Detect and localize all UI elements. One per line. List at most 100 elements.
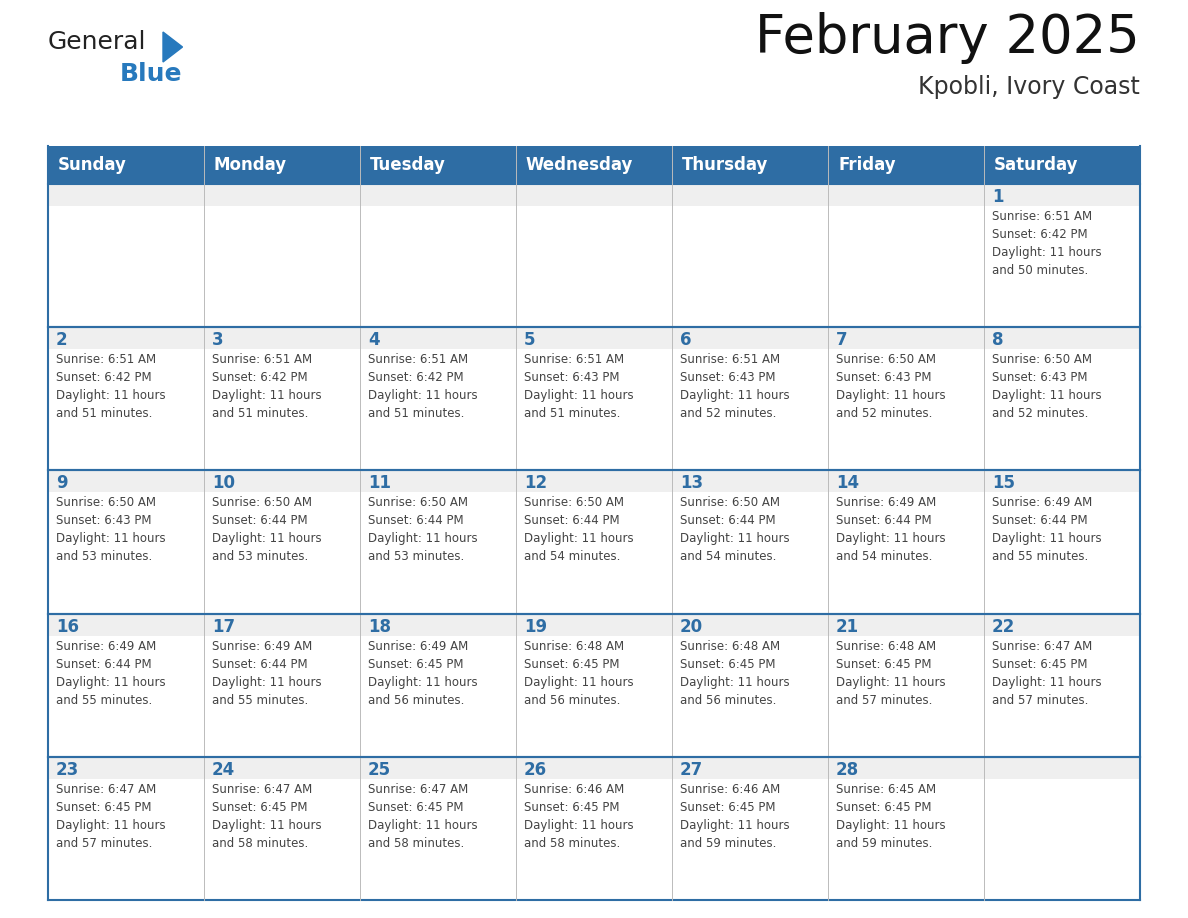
Bar bbox=[48, 613, 204, 756]
Text: Friday: Friday bbox=[838, 156, 896, 174]
Bar bbox=[984, 470, 1140, 613]
Bar bbox=[360, 327, 516, 349]
Text: 4: 4 bbox=[368, 331, 380, 349]
Text: Sunrise: 6:49 AM
Sunset: 6:44 PM
Daylight: 11 hours
and 55 minutes.: Sunrise: 6:49 AM Sunset: 6:44 PM Dayligh… bbox=[992, 497, 1101, 564]
Bar bbox=[360, 184, 516, 206]
Text: 28: 28 bbox=[836, 761, 859, 778]
Text: Sunrise: 6:50 AM
Sunset: 6:44 PM
Daylight: 11 hours
and 53 minutes.: Sunrise: 6:50 AM Sunset: 6:44 PM Dayligh… bbox=[211, 497, 322, 564]
Bar bbox=[48, 146, 1140, 184]
Bar bbox=[828, 327, 984, 349]
Bar bbox=[360, 327, 516, 470]
Text: Sunrise: 6:46 AM
Sunset: 6:45 PM
Daylight: 11 hours
and 58 minutes.: Sunrise: 6:46 AM Sunset: 6:45 PM Dayligh… bbox=[524, 783, 633, 850]
Text: 27: 27 bbox=[680, 761, 703, 778]
Bar bbox=[48, 327, 204, 470]
Text: Sunrise: 6:51 AM
Sunset: 6:42 PM
Daylight: 11 hours
and 50 minutes.: Sunrise: 6:51 AM Sunset: 6:42 PM Dayligh… bbox=[992, 210, 1101, 277]
Text: 1: 1 bbox=[992, 188, 1004, 206]
Text: Sunrise: 6:46 AM
Sunset: 6:45 PM
Daylight: 11 hours
and 59 minutes.: Sunrise: 6:46 AM Sunset: 6:45 PM Dayligh… bbox=[680, 783, 790, 850]
Bar bbox=[984, 613, 1140, 635]
Bar bbox=[516, 756, 672, 778]
Bar bbox=[672, 470, 828, 492]
Text: Sunrise: 6:48 AM
Sunset: 6:45 PM
Daylight: 11 hours
and 57 minutes.: Sunrise: 6:48 AM Sunset: 6:45 PM Dayligh… bbox=[836, 640, 946, 707]
Bar bbox=[204, 184, 360, 327]
Text: 6: 6 bbox=[680, 331, 691, 349]
Bar bbox=[828, 327, 984, 470]
Bar bbox=[984, 756, 1140, 778]
Text: 9: 9 bbox=[56, 475, 68, 492]
Bar bbox=[984, 613, 1140, 756]
Text: Sunrise: 6:48 AM
Sunset: 6:45 PM
Daylight: 11 hours
and 56 minutes.: Sunrise: 6:48 AM Sunset: 6:45 PM Dayligh… bbox=[524, 640, 633, 707]
Bar bbox=[672, 613, 828, 635]
Text: 20: 20 bbox=[680, 618, 703, 635]
Bar bbox=[828, 184, 984, 327]
Text: 11: 11 bbox=[368, 475, 391, 492]
Text: Sunrise: 6:50 AM
Sunset: 6:44 PM
Daylight: 11 hours
and 53 minutes.: Sunrise: 6:50 AM Sunset: 6:44 PM Dayligh… bbox=[368, 497, 478, 564]
Text: Thursday: Thursday bbox=[682, 156, 769, 174]
Bar bbox=[828, 613, 984, 635]
Text: Sunrise: 6:49 AM
Sunset: 6:44 PM
Daylight: 11 hours
and 55 minutes.: Sunrise: 6:49 AM Sunset: 6:44 PM Dayligh… bbox=[56, 640, 165, 707]
Bar bbox=[48, 184, 204, 206]
Bar bbox=[204, 756, 360, 778]
Text: General: General bbox=[48, 30, 146, 54]
Text: Sunday: Sunday bbox=[58, 156, 127, 174]
Text: Sunrise: 6:47 AM
Sunset: 6:45 PM
Daylight: 11 hours
and 57 minutes.: Sunrise: 6:47 AM Sunset: 6:45 PM Dayligh… bbox=[992, 640, 1101, 707]
Bar bbox=[48, 613, 204, 635]
Text: Blue: Blue bbox=[120, 62, 183, 86]
Bar bbox=[828, 470, 984, 613]
Text: 14: 14 bbox=[836, 475, 859, 492]
Bar bbox=[360, 184, 516, 327]
Text: Sunrise: 6:50 AM
Sunset: 6:43 PM
Daylight: 11 hours
and 52 minutes.: Sunrise: 6:50 AM Sunset: 6:43 PM Dayligh… bbox=[836, 353, 946, 420]
Bar bbox=[516, 184, 672, 206]
Text: Sunrise: 6:49 AM
Sunset: 6:44 PM
Daylight: 11 hours
and 54 minutes.: Sunrise: 6:49 AM Sunset: 6:44 PM Dayligh… bbox=[836, 497, 946, 564]
Text: 16: 16 bbox=[56, 618, 78, 635]
Bar bbox=[984, 327, 1140, 349]
Bar bbox=[984, 184, 1140, 327]
Text: 2: 2 bbox=[56, 331, 68, 349]
Text: 21: 21 bbox=[836, 618, 859, 635]
Text: Kpobli, Ivory Coast: Kpobli, Ivory Coast bbox=[918, 75, 1140, 99]
Bar bbox=[672, 756, 828, 778]
Bar bbox=[516, 327, 672, 470]
Text: 22: 22 bbox=[992, 618, 1016, 635]
Bar bbox=[48, 756, 204, 900]
Bar bbox=[672, 184, 828, 327]
Bar bbox=[672, 327, 828, 470]
Bar bbox=[672, 613, 828, 756]
Text: 18: 18 bbox=[368, 618, 391, 635]
Bar bbox=[360, 470, 516, 613]
Text: 5: 5 bbox=[524, 331, 536, 349]
Text: Sunrise: 6:50 AM
Sunset: 6:43 PM
Daylight: 11 hours
and 53 minutes.: Sunrise: 6:50 AM Sunset: 6:43 PM Dayligh… bbox=[56, 497, 165, 564]
Bar bbox=[672, 184, 828, 206]
Text: February 2025: February 2025 bbox=[756, 12, 1140, 64]
Bar bbox=[204, 756, 360, 900]
Text: 12: 12 bbox=[524, 475, 548, 492]
Text: Saturday: Saturday bbox=[994, 156, 1079, 174]
Text: Sunrise: 6:50 AM
Sunset: 6:44 PM
Daylight: 11 hours
and 54 minutes.: Sunrise: 6:50 AM Sunset: 6:44 PM Dayligh… bbox=[524, 497, 633, 564]
Bar bbox=[48, 327, 204, 349]
Bar bbox=[48, 470, 204, 492]
Bar bbox=[516, 613, 672, 635]
Text: 8: 8 bbox=[992, 331, 1004, 349]
Text: 17: 17 bbox=[211, 618, 235, 635]
Text: Sunrise: 6:50 AM
Sunset: 6:44 PM
Daylight: 11 hours
and 54 minutes.: Sunrise: 6:50 AM Sunset: 6:44 PM Dayligh… bbox=[680, 497, 790, 564]
Bar bbox=[984, 756, 1140, 900]
Bar bbox=[204, 327, 360, 349]
Bar bbox=[516, 327, 672, 349]
Text: Sunrise: 6:51 AM
Sunset: 6:43 PM
Daylight: 11 hours
and 52 minutes.: Sunrise: 6:51 AM Sunset: 6:43 PM Dayligh… bbox=[680, 353, 790, 420]
Bar bbox=[204, 470, 360, 613]
Text: Sunrise: 6:47 AM
Sunset: 6:45 PM
Daylight: 11 hours
and 57 minutes.: Sunrise: 6:47 AM Sunset: 6:45 PM Dayligh… bbox=[56, 783, 165, 850]
Text: Sunrise: 6:48 AM
Sunset: 6:45 PM
Daylight: 11 hours
and 56 minutes.: Sunrise: 6:48 AM Sunset: 6:45 PM Dayligh… bbox=[680, 640, 790, 707]
Bar bbox=[828, 756, 984, 900]
Text: Sunrise: 6:50 AM
Sunset: 6:43 PM
Daylight: 11 hours
and 52 minutes.: Sunrise: 6:50 AM Sunset: 6:43 PM Dayligh… bbox=[992, 353, 1101, 420]
Text: 7: 7 bbox=[836, 331, 847, 349]
Text: Sunrise: 6:47 AM
Sunset: 6:45 PM
Daylight: 11 hours
and 58 minutes.: Sunrise: 6:47 AM Sunset: 6:45 PM Dayligh… bbox=[211, 783, 322, 850]
Bar bbox=[48, 470, 204, 613]
Text: Sunrise: 6:47 AM
Sunset: 6:45 PM
Daylight: 11 hours
and 58 minutes.: Sunrise: 6:47 AM Sunset: 6:45 PM Dayligh… bbox=[368, 783, 478, 850]
Text: 26: 26 bbox=[524, 761, 548, 778]
Text: Sunrise: 6:51 AM
Sunset: 6:42 PM
Daylight: 11 hours
and 51 minutes.: Sunrise: 6:51 AM Sunset: 6:42 PM Dayligh… bbox=[56, 353, 165, 420]
Text: 15: 15 bbox=[992, 475, 1015, 492]
Bar bbox=[672, 756, 828, 900]
Bar bbox=[672, 470, 828, 613]
Text: Sunrise: 6:51 AM
Sunset: 6:42 PM
Daylight: 11 hours
and 51 minutes.: Sunrise: 6:51 AM Sunset: 6:42 PM Dayligh… bbox=[368, 353, 478, 420]
Bar bbox=[516, 470, 672, 613]
Bar bbox=[204, 613, 360, 635]
